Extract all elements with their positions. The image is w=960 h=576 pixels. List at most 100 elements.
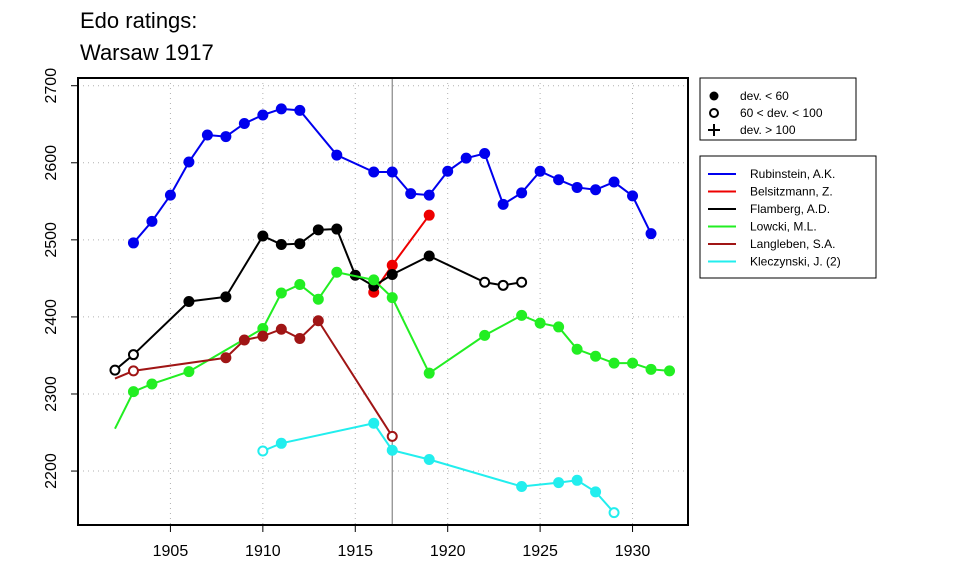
data-point (127, 386, 139, 398)
marker-legend-label: dev. < 60 (740, 89, 789, 103)
x-tick-label: 1925 (522, 543, 558, 560)
data-point (294, 332, 306, 344)
data-point (368, 417, 380, 429)
marker-legend-label: dev. > 100 (740, 123, 796, 137)
data-point (664, 365, 676, 377)
x-tick-label: 1930 (615, 543, 651, 560)
data-point (275, 323, 287, 335)
data-point (331, 266, 343, 278)
data-point (590, 486, 602, 498)
data-point (497, 279, 509, 291)
data-point (553, 477, 565, 489)
data-point (590, 350, 602, 362)
data-point (386, 259, 398, 271)
series-legend-label: Belsitzmann, Z. (750, 185, 833, 199)
data-point (294, 104, 306, 116)
marker-legend-label: 60 < dev. < 100 (740, 106, 823, 120)
series-legend-label: Flamberg, A.D. (750, 202, 830, 216)
data-point (109, 364, 121, 376)
marker-legend-item: 60 < dev. < 100 (709, 106, 823, 120)
data-point (146, 215, 158, 227)
data-point (127, 349, 139, 361)
series-legend-label: Lowcki, M.L. (750, 220, 817, 234)
series-4 (114, 266, 676, 430)
data-point (238, 117, 250, 129)
data-point (608, 357, 620, 369)
data-point (627, 190, 639, 202)
data-point (368, 274, 380, 286)
data-point (257, 109, 269, 121)
series-legend-item: Kleczynski, J. (2) (708, 255, 841, 269)
series-legend-item: Belsitzmann, Z. (708, 185, 833, 199)
data-point (312, 293, 324, 305)
x-tick-label: 1915 (337, 543, 373, 560)
data-point (164, 189, 176, 201)
data-point (516, 187, 528, 199)
series-legend-item: Langleben, S.A. (708, 237, 835, 251)
data-point (423, 250, 435, 262)
data-point (127, 365, 139, 377)
data-point (386, 269, 398, 281)
y-tick-label: 2700 (43, 68, 60, 104)
data-point (571, 181, 583, 193)
data-point (553, 174, 565, 186)
data-point (386, 444, 398, 456)
data-point (275, 238, 287, 250)
data-point (405, 188, 417, 200)
y-tick-label: 2500 (43, 222, 60, 258)
data-point (220, 291, 232, 303)
data-point (571, 474, 583, 486)
data-point (553, 321, 565, 333)
data-point (220, 352, 232, 364)
data-point (257, 330, 269, 342)
open-circle-icon (709, 108, 719, 118)
filled-circle-icon (709, 91, 719, 101)
series-legend-label: Rubinstein, A.K. (750, 167, 835, 181)
series-legend-box (699, 155, 877, 279)
data-point (645, 228, 657, 240)
series-6 (257, 417, 620, 519)
data-point (423, 189, 435, 201)
data-point (183, 296, 195, 307)
data-point (201, 129, 213, 141)
data-point (645, 363, 657, 375)
data-point (220, 131, 232, 143)
data-point (571, 343, 583, 355)
chart-title-line1: Edo ratings: (80, 8, 198, 33)
data-point (368, 166, 380, 178)
marker-legend: dev. < 60 60 < dev. < 100 dev. > 100 (699, 77, 857, 141)
data-point (442, 165, 454, 177)
data-point (386, 166, 398, 178)
chart-title-line2: Warsaw 1917 (80, 40, 214, 65)
x-tick-label: 1920 (430, 543, 466, 560)
data-point (275, 103, 287, 115)
data-point (608, 176, 620, 188)
marker-legend-item: dev. > 100 (708, 123, 796, 137)
data-point (386, 430, 398, 442)
data-point (479, 148, 491, 160)
axes: 1905 1910 1915 1920 1925 1930 2200 2300 2400 2500… (43, 68, 650, 560)
data-point (294, 238, 306, 250)
data-point (627, 357, 639, 369)
series-5 (114, 315, 398, 442)
data-point (516, 480, 528, 492)
series-group (109, 103, 676, 519)
grid (78, 78, 688, 525)
data-point (608, 507, 620, 519)
data-point (534, 165, 546, 177)
y-tick-label: 2600 (43, 145, 60, 181)
data-point (460, 152, 472, 164)
data-point (275, 437, 287, 449)
series-legend-item: Flamberg, A.D. (708, 202, 830, 216)
data-point (516, 309, 528, 321)
data-point (275, 287, 287, 299)
data-point (479, 276, 491, 288)
y-tick-label: 2200 (43, 453, 60, 489)
y-tick-label: 2300 (43, 376, 60, 412)
data-point (497, 198, 509, 210)
series-legend: Rubinstein, A.K. Belsitzmann, Z. Flamberg,… (699, 155, 877, 279)
series-1 (127, 103, 657, 249)
data-point (238, 334, 250, 346)
marker-legend-item: dev. < 60 (709, 89, 789, 103)
data-point (294, 279, 306, 291)
